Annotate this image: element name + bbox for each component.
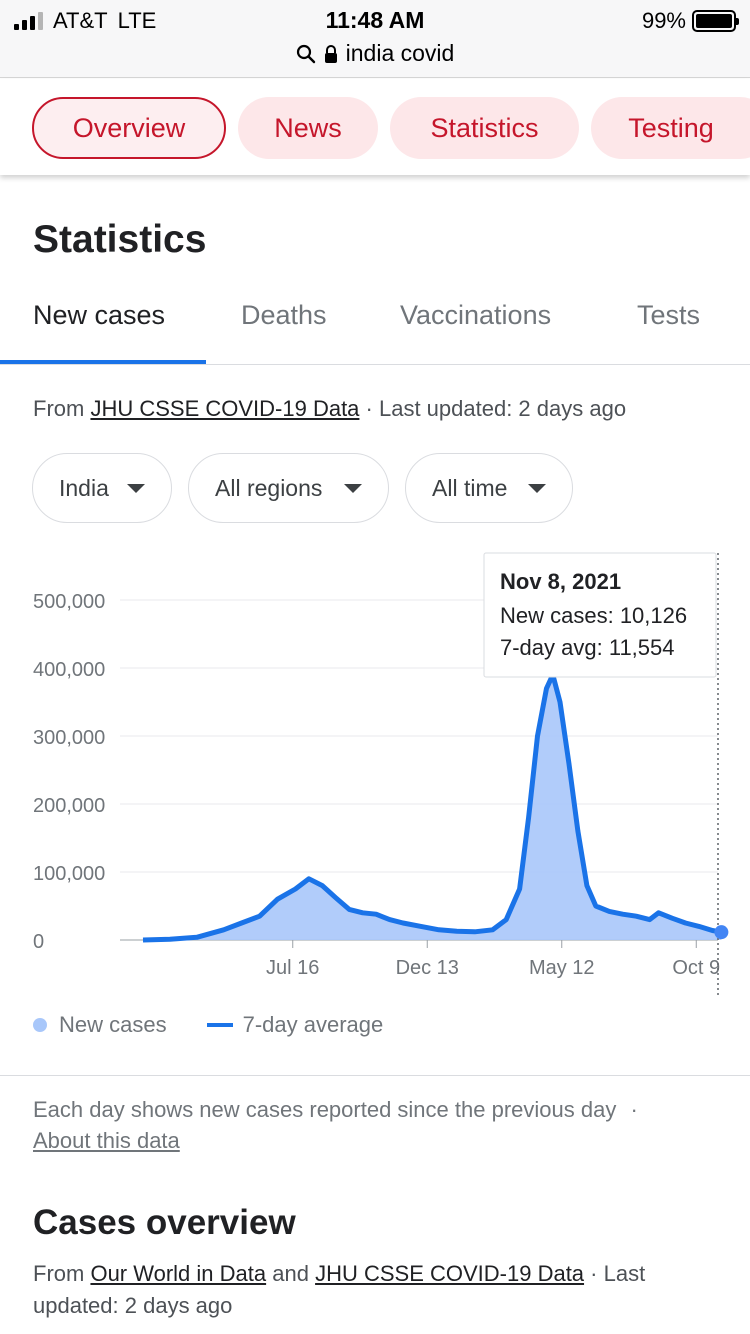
overview-and: and (272, 1261, 309, 1286)
region-value: All regions (215, 474, 323, 501)
country-dropdown[interactable]: India (32, 453, 172, 523)
signal-icon (14, 12, 43, 30)
divider (0, 1075, 750, 1076)
source-prefix: From (33, 396, 85, 421)
about-data-link[interactable]: About this data (33, 1128, 180, 1153)
tooltip: Nov 8, 2021 New cases: 10,126 7-day avg:… (483, 552, 717, 678)
status-bar: AT&T LTE 11:48 AM 99% india covid (0, 0, 750, 78)
x-tick-label: May 12 (529, 957, 595, 979)
cursor-dot (714, 925, 729, 940)
x-tick-label: Dec 13 (396, 957, 459, 979)
tooltip-date: Nov 8, 2021 (500, 569, 621, 594)
overview-suffix: · Last updated: 2 days ago (33, 1261, 646, 1318)
search-icon (296, 44, 315, 63)
legend-average: 7-day average (242, 1012, 384, 1037)
note-text: Each day shows new cases reported since … (33, 1097, 617, 1122)
seven-day-average-line (142, 672, 722, 943)
tab-new-cases[interactable]: New cases (33, 300, 166, 330)
y-tick-label: 0 (33, 931, 44, 953)
battery-percent: 99% (641, 8, 686, 33)
chevron-down-icon (528, 484, 546, 493)
chevron-down-icon (344, 484, 362, 493)
source-link[interactable]: JHU CSSE COVID-19 Data (90, 396, 360, 421)
battery-icon (692, 10, 739, 32)
y-tick-label: 100,000 (33, 863, 105, 885)
period-value: All time (432, 474, 508, 501)
source-line: From JHU CSSE COVID-19 Data · Last updat… (33, 396, 626, 422)
section-title: Statistics (33, 218, 207, 261)
legend-line-icon (206, 1023, 233, 1027)
stat-tabs: New cases Deaths Vaccinations Tests (0, 290, 750, 365)
jhu-link[interactable]: JHU CSSE COVID-19 Data (315, 1261, 585, 1286)
tooltip-new-cases: New cases: 10,126 (500, 603, 687, 628)
data-note: Each day shows new cases reported since … (33, 1094, 723, 1156)
topic-chips: Overview News Statistics Testing (0, 79, 750, 175)
chevron-down-icon (127, 484, 145, 493)
owid-link[interactable]: Our World in Data (90, 1261, 267, 1286)
source-updated: · Last updated: 2 days ago (365, 396, 627, 421)
active-tab-indicator (0, 360, 206, 364)
period-dropdown[interactable]: All time (405, 453, 573, 523)
tab-deaths[interactable]: Deaths (241, 300, 327, 330)
tab-vaccinations[interactable]: Vaccinations (400, 300, 552, 330)
region-dropdown[interactable]: All regions (188, 453, 389, 523)
chart-legend: New cases 7-day average (33, 1012, 383, 1038)
note-sep: · (630, 1097, 638, 1122)
x-tick-label: Jul 16 (266, 957, 319, 979)
cases-overview-title: Cases overview (33, 1203, 296, 1242)
y-tick-label: 500,000 (33, 591, 105, 613)
clock: 11:48 AM (325, 7, 425, 33)
status-left: AT&T LTE (14, 8, 156, 34)
y-tick-label: 400,000 (33, 659, 105, 681)
chip-statistics[interactable]: Statistics (390, 97, 579, 159)
legend-new-cases: New cases (59, 1012, 167, 1037)
overview-prefix: From (33, 1261, 85, 1286)
new-cases-area (143, 674, 722, 940)
url-bar[interactable]: india covid (0, 40, 750, 67)
network-label: LTE (117, 8, 157, 33)
url-text: india covid (345, 40, 455, 66)
carrier-label: AT&T (53, 8, 108, 33)
tooltip-avg: 7-day avg: 11,554 (500, 635, 675, 660)
chip-overview[interactable]: Overview (32, 97, 226, 159)
new-cases-chart[interactable]: 0 100,000 200,000 300,000 400,000 500,000 Jul… (0, 545, 750, 1005)
tab-tests[interactable]: Tests (637, 300, 701, 330)
y-tick-label: 300,000 (33, 727, 105, 749)
legend-dot-icon (33, 1018, 47, 1032)
y-tick-label: 200,000 (33, 795, 105, 817)
x-tick-label: Oct 9 (672, 957, 720, 979)
lock-icon (324, 44, 337, 63)
status-right: 99% (641, 8, 739, 34)
chip-testing[interactable]: Testing (591, 97, 750, 159)
country-value: India (59, 474, 109, 501)
overview-source: From Our World in Data and JHU CSSE COVI… (33, 1258, 723, 1322)
chip-news[interactable]: News (238, 97, 378, 159)
